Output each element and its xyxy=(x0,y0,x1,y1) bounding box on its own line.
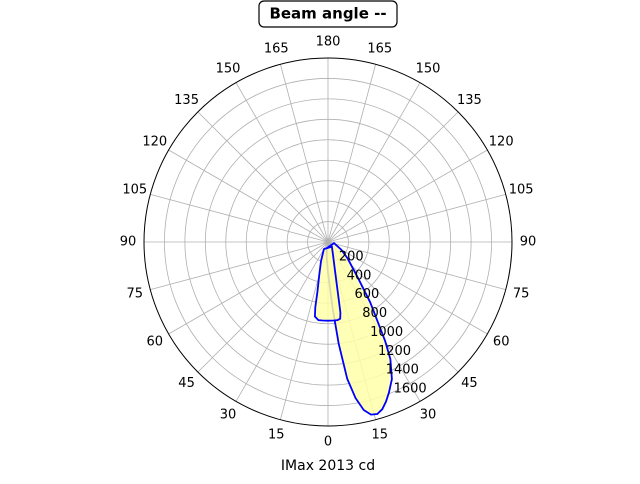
theta-tick-label: 120 xyxy=(489,135,514,150)
theta-tick-label: 30 xyxy=(220,408,237,423)
theta-tick-label: 75 xyxy=(513,286,530,301)
x-axis-label: IMax 2013 cd xyxy=(281,458,375,474)
theta-grid-line xyxy=(150,193,329,243)
theta-tick-label: 120 xyxy=(142,135,167,150)
r-grid-line xyxy=(245,159,411,325)
theta-grid-line xyxy=(327,241,488,335)
theta-grid-line xyxy=(235,82,329,243)
r-tick-label: 800 xyxy=(362,306,387,321)
theta-tick-label: 45 xyxy=(178,376,195,391)
theta-grid-line xyxy=(168,241,329,335)
theta-grid-line xyxy=(279,64,329,243)
theta-tick-label: 15 xyxy=(371,428,388,443)
theta-tick-label: 150 xyxy=(216,61,241,76)
theta-grid-line xyxy=(168,149,329,243)
theta-tick-label: 15 xyxy=(268,428,285,443)
title-box xyxy=(258,0,398,28)
r-grid-line xyxy=(225,139,431,345)
theta-tick-label: 90 xyxy=(520,235,537,250)
theta-tick-label: 135 xyxy=(457,93,482,108)
lobe-line xyxy=(313,245,342,322)
theta-tick-label: 45 xyxy=(461,376,478,391)
theta-tick-label: 75 xyxy=(127,286,144,301)
polar-frame xyxy=(143,57,513,427)
r-tick-label: 1600 xyxy=(394,382,427,397)
theta-grid-line xyxy=(327,64,377,243)
r-grid-line xyxy=(184,98,472,386)
theta-tick-label: 165 xyxy=(264,41,289,56)
chart-title: Beam angle -- xyxy=(269,5,386,23)
theta-tick-label: 105 xyxy=(509,183,534,198)
theta-tick-label: 180 xyxy=(316,35,341,50)
theta-tick-label: 150 xyxy=(416,61,441,76)
theta-tick-label: 135 xyxy=(174,93,199,108)
r-tick-label: 1200 xyxy=(378,344,411,359)
theta-grid-line xyxy=(327,149,488,243)
theta-tick-label: 0 xyxy=(324,435,332,450)
theta-grid-line xyxy=(327,111,459,243)
theta-grid-line xyxy=(235,241,329,402)
lobe-line xyxy=(325,241,393,416)
r-tick-label: 200 xyxy=(339,249,364,264)
theta-tick-label: 105 xyxy=(122,183,147,198)
theta-grid-line xyxy=(150,241,329,291)
theta-grid-line xyxy=(327,241,506,291)
r-grid-line xyxy=(204,118,452,366)
r-tick-label: 400 xyxy=(347,268,372,283)
r-tick-label: 1400 xyxy=(386,363,419,378)
r-grid-line xyxy=(164,78,492,406)
theta-grid-line xyxy=(327,82,421,243)
theta-grid-line xyxy=(197,111,329,243)
theta-tick-label: 60 xyxy=(147,335,164,350)
theta-grid-line xyxy=(327,193,506,243)
lobe-fill xyxy=(326,243,392,415)
theta-tick-label: 165 xyxy=(367,41,392,56)
r-tick-label: 600 xyxy=(354,287,379,302)
theta-tick-label: 90 xyxy=(120,235,137,250)
theta-tick-label: 60 xyxy=(493,335,510,350)
r-tick-label: 1000 xyxy=(370,325,403,340)
theta-grid-line xyxy=(197,241,329,373)
theta-tick-label: 30 xyxy=(420,408,437,423)
